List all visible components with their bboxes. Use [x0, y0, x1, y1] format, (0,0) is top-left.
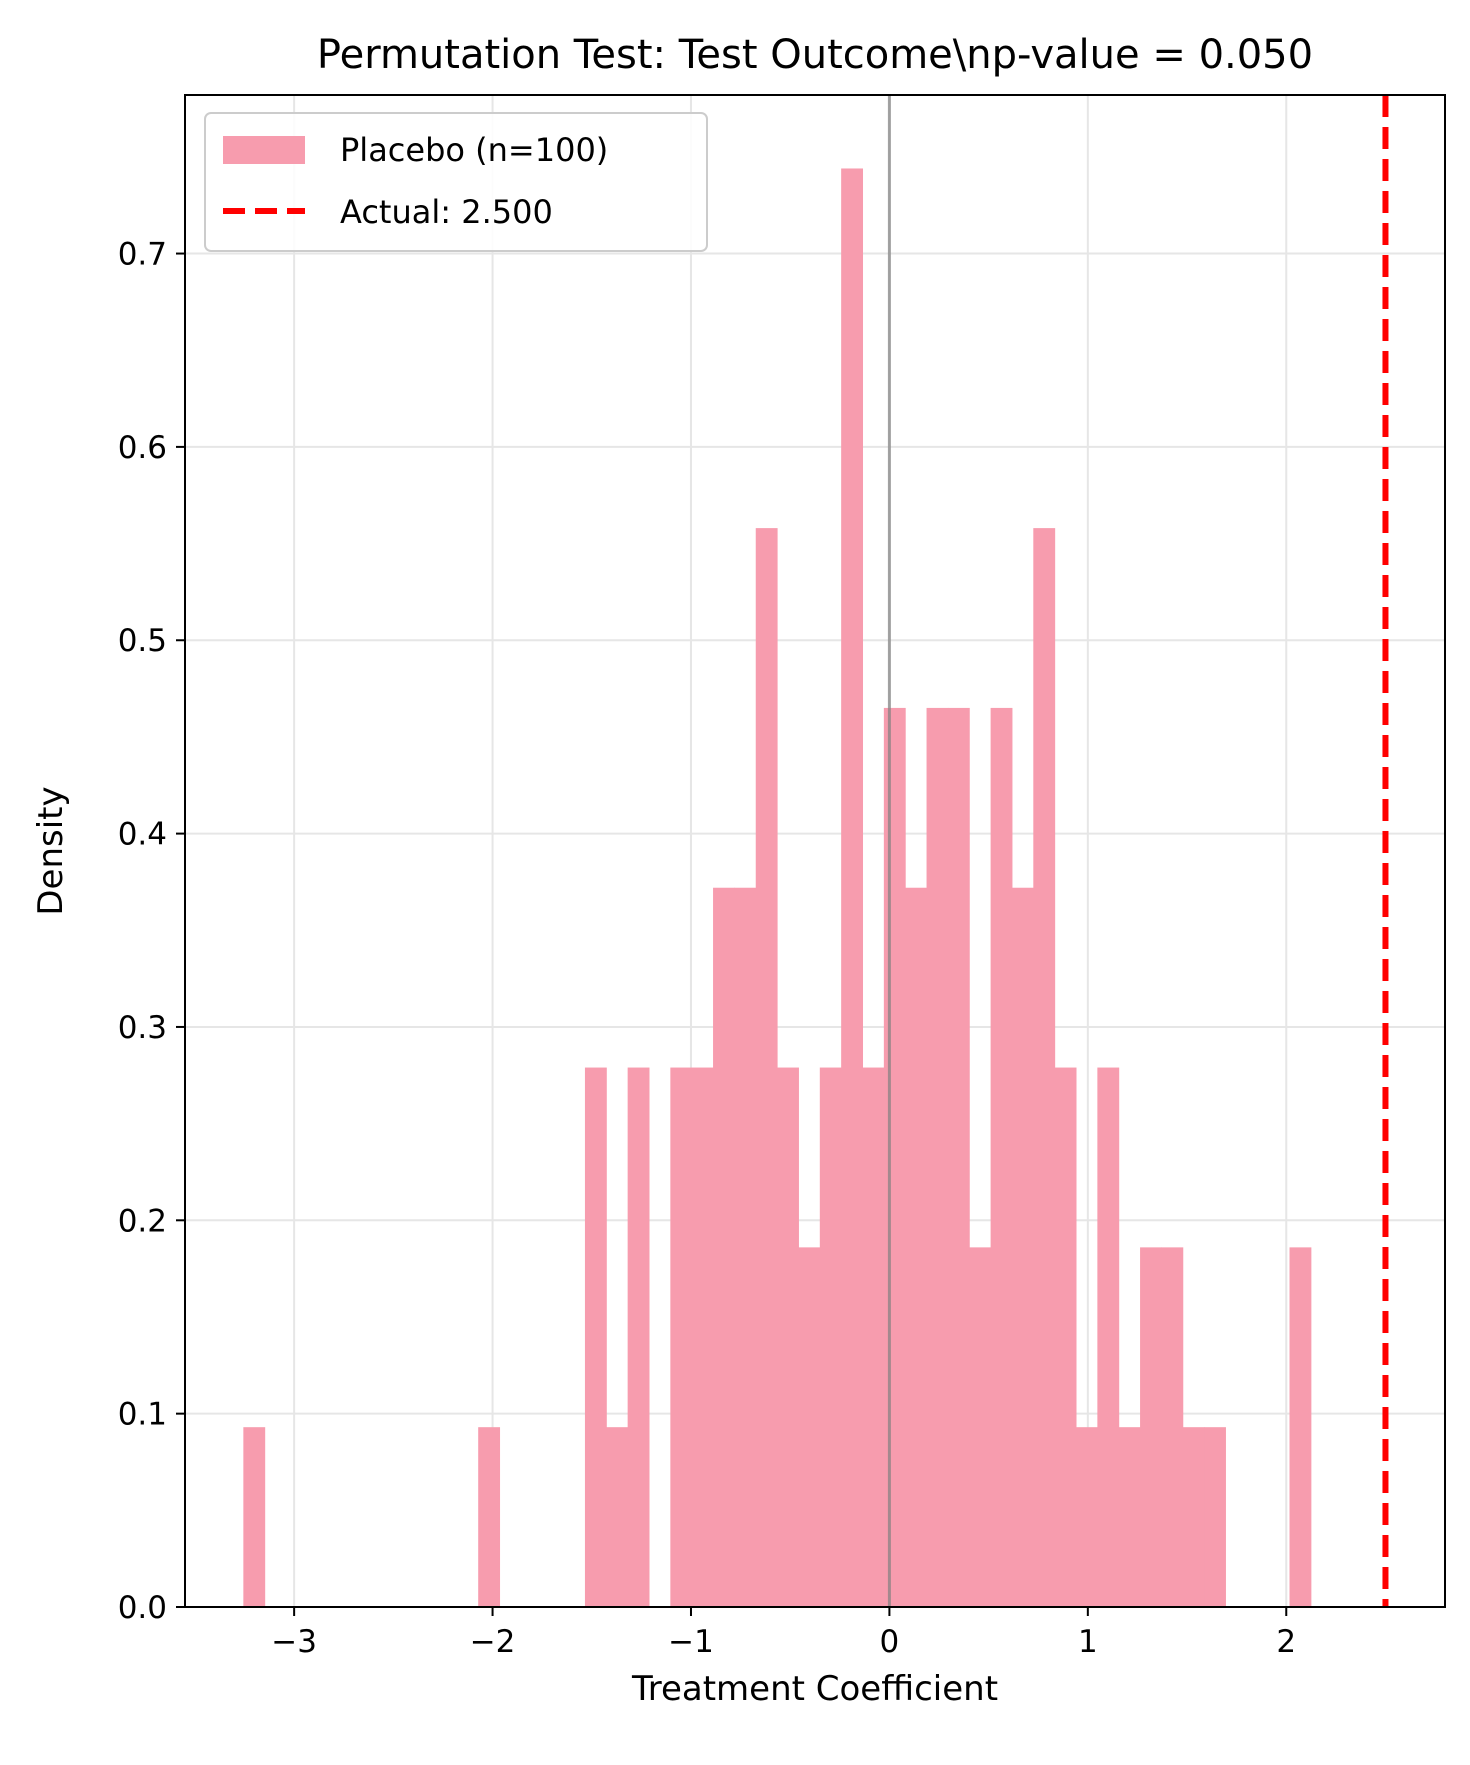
x-tick-label: 2	[1276, 1624, 1296, 1660]
y-axis-title: Density	[31, 786, 71, 915]
histogram-bar	[1161, 1247, 1184, 1607]
x-tick-label: 0	[880, 1624, 900, 1660]
x-tick-label: 1	[1078, 1624, 1098, 1660]
histogram-bar	[584, 1067, 607, 1607]
histogram-bar	[1182, 1427, 1205, 1607]
histogram-bar	[734, 887, 757, 1607]
y-tick-label: 0.0	[118, 1590, 167, 1626]
histogram-bar	[670, 1067, 693, 1607]
histogram-bar	[691, 1067, 714, 1607]
y-tick-label: 0.7	[118, 237, 167, 273]
y-axis-ticks: 0.0 0.1 0.2 0.3 0.4 0.5 0.6 0.7	[118, 237, 185, 1626]
histogram-bar	[1289, 1247, 1312, 1607]
histogram-bar	[1204, 1427, 1226, 1607]
legend-placebo-swatch	[223, 136, 305, 164]
histogram-bar	[862, 1067, 885, 1607]
histogram-bar	[1011, 887, 1034, 1607]
histogram-bar	[627, 1067, 650, 1607]
histogram-bar	[478, 1427, 501, 1607]
histogram-bar	[1054, 1067, 1077, 1607]
histogram-bar	[713, 887, 735, 1607]
histogram-bar	[883, 707, 906, 1607]
x-axis-ticks: −3 −2 −1 0 1 2	[271, 1607, 1296, 1660]
y-tick-label: 0.3	[118, 1010, 167, 1046]
histogram-bar	[1076, 1427, 1098, 1607]
legend-placebo-label: Placebo (n=100)	[340, 131, 608, 169]
histogram-bar	[1033, 528, 1056, 1607]
histogram-bar	[969, 1247, 992, 1607]
x-tick-label: −1	[668, 1624, 714, 1660]
histogram-bar	[1097, 1067, 1120, 1607]
histogram-bar	[777, 1067, 799, 1607]
x-axis-title: Treatment Coefficient	[631, 1669, 998, 1709]
histogram-bar	[990, 707, 1013, 1607]
histogram-bar	[755, 528, 778, 1607]
histogram-bar	[1140, 1247, 1162, 1607]
grid-lines	[185, 95, 1445, 1608]
histogram-bar	[905, 887, 928, 1607]
y-tick-label: 0.1	[118, 1397, 167, 1433]
x-tick-label: −3	[271, 1624, 317, 1660]
histogram-bar	[947, 707, 970, 1607]
y-tick-label: 0.5	[118, 623, 167, 659]
histogram-bar	[819, 1067, 842, 1607]
histogram-bar	[606, 1427, 629, 1607]
plot-area-frame	[184, 94, 1446, 1608]
legend-actual-label: Actual: 2.500	[340, 193, 553, 231]
x-tick-label: −2	[470, 1624, 516, 1660]
legend: Placebo (n=100) Actual: 2.500	[204, 112, 708, 252]
histogram-bar	[1118, 1427, 1141, 1607]
chart-title: Permutation Test: Test Outcome\np-value …	[317, 32, 1313, 78]
histogram-bar	[841, 168, 864, 1607]
y-tick-label: 0.4	[118, 817, 167, 853]
histogram-bar	[798, 1247, 821, 1607]
histogram-bar	[926, 707, 949, 1607]
y-tick-label: 0.2	[118, 1203, 167, 1239]
y-tick-label: 0.6	[118, 430, 167, 466]
legend-box	[204, 112, 708, 252]
histogram-bars	[243, 168, 1312, 1607]
histogram-bar	[243, 1427, 266, 1607]
